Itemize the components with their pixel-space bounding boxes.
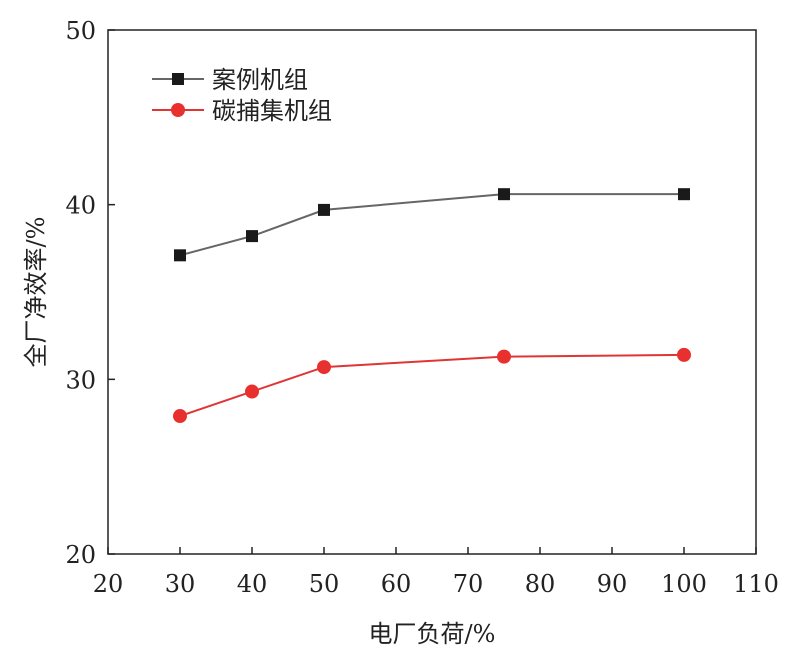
y-tick-label: 30 (65, 366, 96, 394)
x-tick-label: 100 (661, 570, 707, 598)
x-tick-label: 90 (597, 570, 628, 598)
x-axis-label: 电厂负荷/% (369, 620, 496, 648)
x-tick-label: 30 (165, 570, 196, 598)
y-tick-label: 50 (65, 17, 96, 45)
legend-marker-square (172, 73, 184, 85)
data-point-circle (173, 409, 187, 424)
data-point-square (318, 203, 330, 216)
data-point-square (246, 230, 258, 243)
data-point-circle (497, 349, 511, 364)
data-point-circle (317, 360, 331, 375)
y-tick-label: 20 (65, 541, 96, 569)
data-point-circle (245, 384, 259, 399)
x-tick-label: 50 (309, 570, 340, 598)
series-line-0 (179, 193, 684, 257)
series-line-1 (179, 353, 685, 417)
y-tick-label: 40 (65, 192, 96, 220)
x-tick-label: 110 (733, 570, 779, 598)
data-point-square (678, 188, 690, 201)
legend-marker-circle (171, 103, 185, 117)
x-tick-label: 70 (453, 570, 484, 598)
data-point-square (174, 249, 186, 262)
y-axis-label: 全厂净效率/% (22, 217, 50, 368)
x-tick-label: 80 (525, 570, 556, 598)
legend-label-0: 案例机组 (212, 66, 308, 94)
data-point-square (498, 188, 510, 201)
x-tick-label: 60 (381, 570, 412, 598)
x-tick-label: 40 (237, 570, 268, 598)
plot-frame (107, 29, 757, 555)
legend-label-1: 碳捕集机组 (212, 97, 332, 125)
x-tick-label: 20 (93, 570, 124, 598)
data-point-circle (677, 347, 691, 362)
